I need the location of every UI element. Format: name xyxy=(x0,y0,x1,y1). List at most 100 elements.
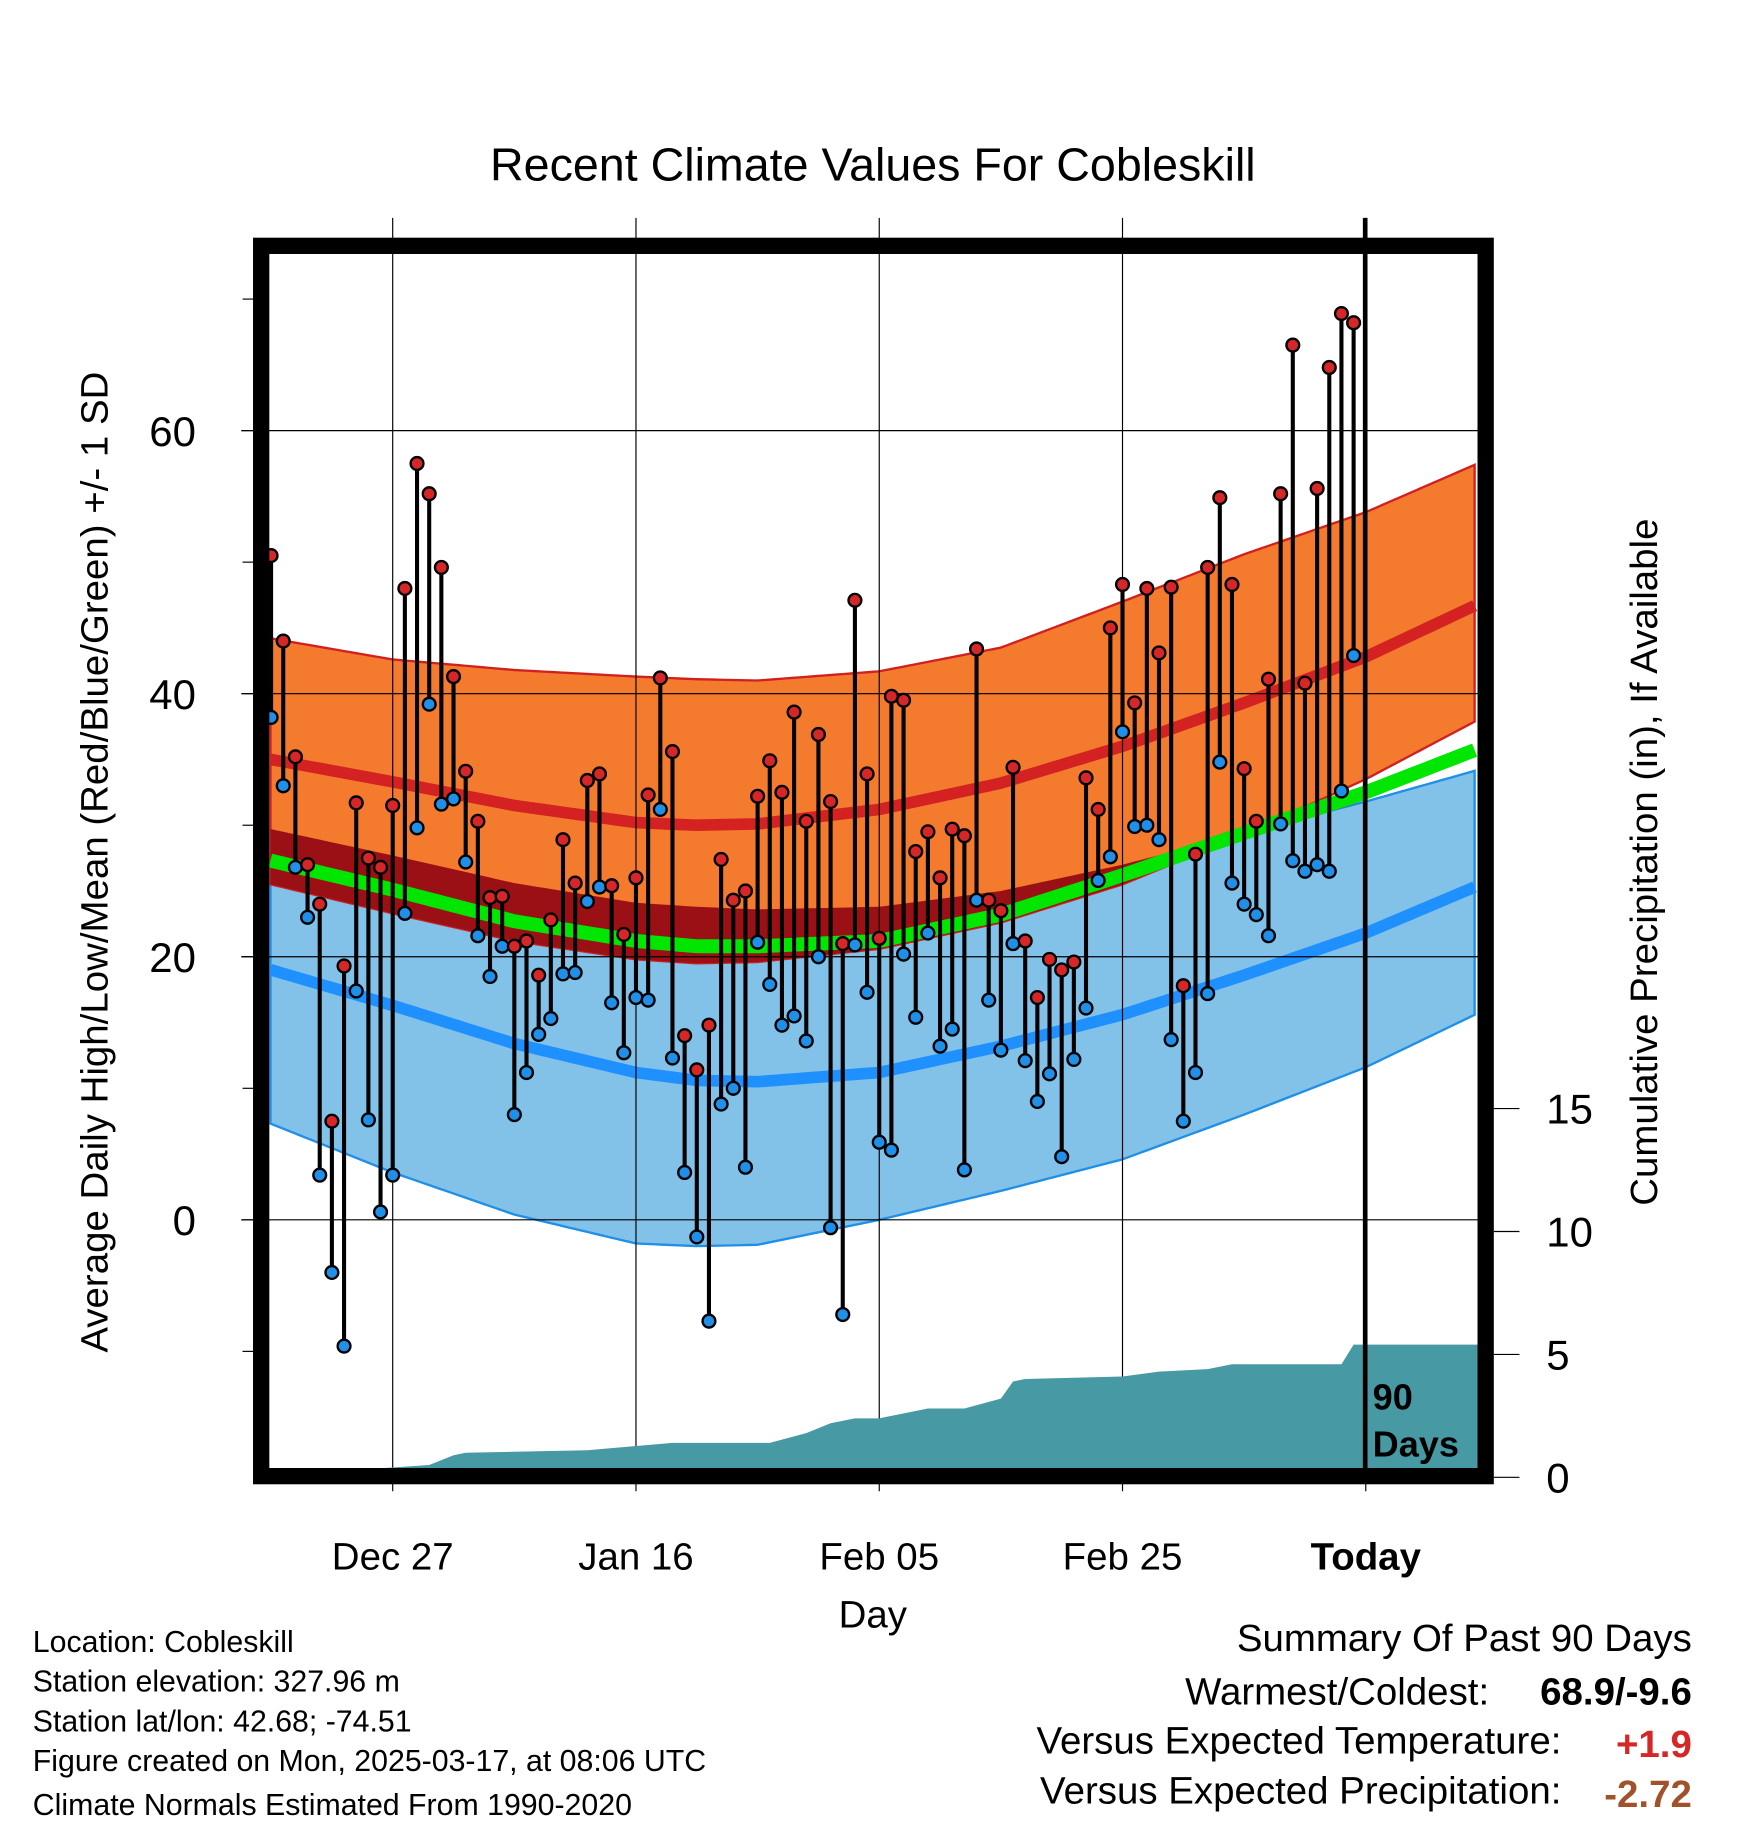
daily-low-point xyxy=(835,1306,851,1323)
daily-low-point xyxy=(823,1220,839,1236)
daily-high-point xyxy=(1151,645,1167,661)
daily-low-point xyxy=(1273,816,1289,832)
daily-high-point xyxy=(421,486,437,502)
summary-panel: Summary Of Past 90 Days Warmest/Coldest:… xyxy=(1036,1617,1691,1816)
daily-low-point xyxy=(409,820,425,836)
daily-high-point xyxy=(1236,761,1252,777)
daily-low-point xyxy=(433,796,449,812)
daily-high-point xyxy=(324,1113,340,1129)
daily-high-point xyxy=(1321,359,1337,376)
daily-low-point xyxy=(312,1167,328,1183)
daily-low-point xyxy=(1321,863,1337,879)
daily-low-point xyxy=(677,1164,693,1181)
daily-high-point xyxy=(604,878,620,894)
daily-high-point xyxy=(847,592,863,608)
daily-low-point xyxy=(1151,832,1167,848)
daily-low-point xyxy=(1078,1000,1094,1016)
chart-title: Recent Climate Values For Cobleskill xyxy=(490,139,1256,191)
daily-high-point xyxy=(482,889,498,906)
x-axis-label: Day xyxy=(839,1594,908,1637)
daily-low-point xyxy=(567,964,583,981)
daily-high-point xyxy=(762,753,778,769)
daily-low-point xyxy=(397,905,413,921)
daily-low-point xyxy=(555,966,571,982)
daily-low-point xyxy=(1224,875,1240,891)
daily-high-point xyxy=(1078,770,1094,786)
daily-low-point xyxy=(518,1064,535,1081)
daily-high-point xyxy=(713,851,729,867)
daily-low-point xyxy=(1017,1053,1033,1069)
daily-high-point xyxy=(385,797,401,814)
daily-high-point xyxy=(1212,490,1228,506)
daily-low-point xyxy=(920,925,936,941)
daily-low-point xyxy=(616,1045,632,1061)
daily-high-point xyxy=(774,784,790,800)
daily-high-point xyxy=(397,580,413,597)
daily-high-point xyxy=(1163,579,1179,595)
daily-high-point xyxy=(1066,954,1082,970)
daily-low-point xyxy=(506,1107,522,1123)
daily-high-point xyxy=(798,813,814,829)
daily-high-point xyxy=(372,859,389,875)
daily-high-point xyxy=(287,749,303,765)
y-axis-label: Average Daily High/Low/Mean (Red/Blue/Gr… xyxy=(73,372,116,1353)
daily-low-point xyxy=(908,1009,924,1025)
daily-high-point xyxy=(871,930,887,946)
sd-overlap-band xyxy=(270,770,1475,964)
daily-high-point xyxy=(312,896,328,912)
daily-high-point xyxy=(993,903,1009,919)
daily-low-point xyxy=(652,801,668,818)
summary-precip-value: -2.72 xyxy=(1604,1773,1692,1816)
daily-high-point xyxy=(956,828,972,844)
daily-low-point xyxy=(750,934,766,950)
y-tick-label: 40 xyxy=(149,671,196,718)
daily-low-point xyxy=(628,989,644,1006)
daily-low-point xyxy=(1297,863,1313,879)
daily-high-point xyxy=(677,1028,693,1044)
daily-high-point xyxy=(823,793,839,810)
daily-low-point xyxy=(701,1313,717,1329)
daily-low-point xyxy=(1333,783,1350,799)
daily-high-low-bars xyxy=(263,305,1362,1354)
normal-low-line xyxy=(268,881,1477,1088)
daily-low-point xyxy=(531,1026,547,1042)
daily-high-point xyxy=(1297,675,1313,691)
daily-high-point xyxy=(445,669,462,685)
normal-high-line xyxy=(269,600,1478,832)
precipitation-area xyxy=(271,1344,1478,1478)
daily-low-point xyxy=(1005,936,1021,952)
daily-low-point xyxy=(1212,754,1228,770)
daily-high-point xyxy=(1224,576,1240,593)
daily-high-point xyxy=(810,726,826,743)
y-tick-label: 0 xyxy=(173,1197,196,1244)
daily-low-point xyxy=(1054,1149,1070,1165)
daily-low-point xyxy=(1127,818,1143,835)
y-tick-label: 20 xyxy=(149,934,196,981)
daily-high-point xyxy=(518,933,535,949)
y2-tick-label: 15 xyxy=(1546,1086,1593,1133)
period-label-days: Days xyxy=(1373,1423,1459,1464)
daily-high-point xyxy=(458,763,474,779)
daily-high-point xyxy=(591,766,608,782)
daily-high-point xyxy=(506,938,522,954)
daily-low-point xyxy=(713,1096,729,1112)
daily-high-point xyxy=(944,821,960,837)
daily-low-point xyxy=(287,859,303,875)
daily-low-point xyxy=(725,1080,741,1096)
x-tick-label: Feb 05 xyxy=(819,1535,939,1578)
daily-low-point xyxy=(1346,647,1362,664)
footer-normals: Climate Normals Estimated From 1990-2020 xyxy=(33,1789,632,1822)
daily-low-point xyxy=(494,938,510,954)
daily-high-point xyxy=(786,704,802,720)
daily-low-point xyxy=(1248,907,1264,923)
footer-latlon: Station lat/lon: 42.68; -74.51 xyxy=(33,1705,412,1738)
daily-high-point xyxy=(470,813,486,829)
daily-low-point xyxy=(1200,986,1216,1002)
daily-high-point xyxy=(725,892,741,908)
footer-location: Location: Cobleskill xyxy=(33,1626,294,1659)
daily-high-point xyxy=(1248,813,1264,829)
daily-high-point xyxy=(1273,486,1289,502)
daily-low-point xyxy=(859,984,875,1000)
daily-low-point xyxy=(336,1338,352,1354)
